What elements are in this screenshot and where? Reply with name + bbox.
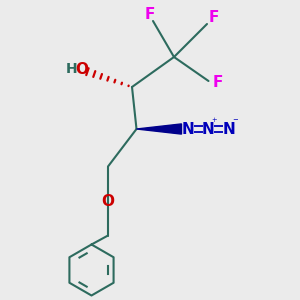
Text: $^-$: $^-$	[231, 117, 239, 128]
Text: H: H	[66, 62, 77, 76]
Text: F: F	[213, 75, 223, 90]
Text: N: N	[202, 122, 215, 136]
Polygon shape	[136, 124, 182, 134]
Text: $^+$: $^+$	[210, 117, 219, 128]
Text: F: F	[144, 7, 154, 22]
Text: O: O	[75, 61, 88, 76]
Text: N: N	[223, 122, 235, 136]
Text: O: O	[101, 194, 115, 208]
Text: N: N	[182, 122, 194, 136]
Text: F: F	[208, 10, 219, 25]
